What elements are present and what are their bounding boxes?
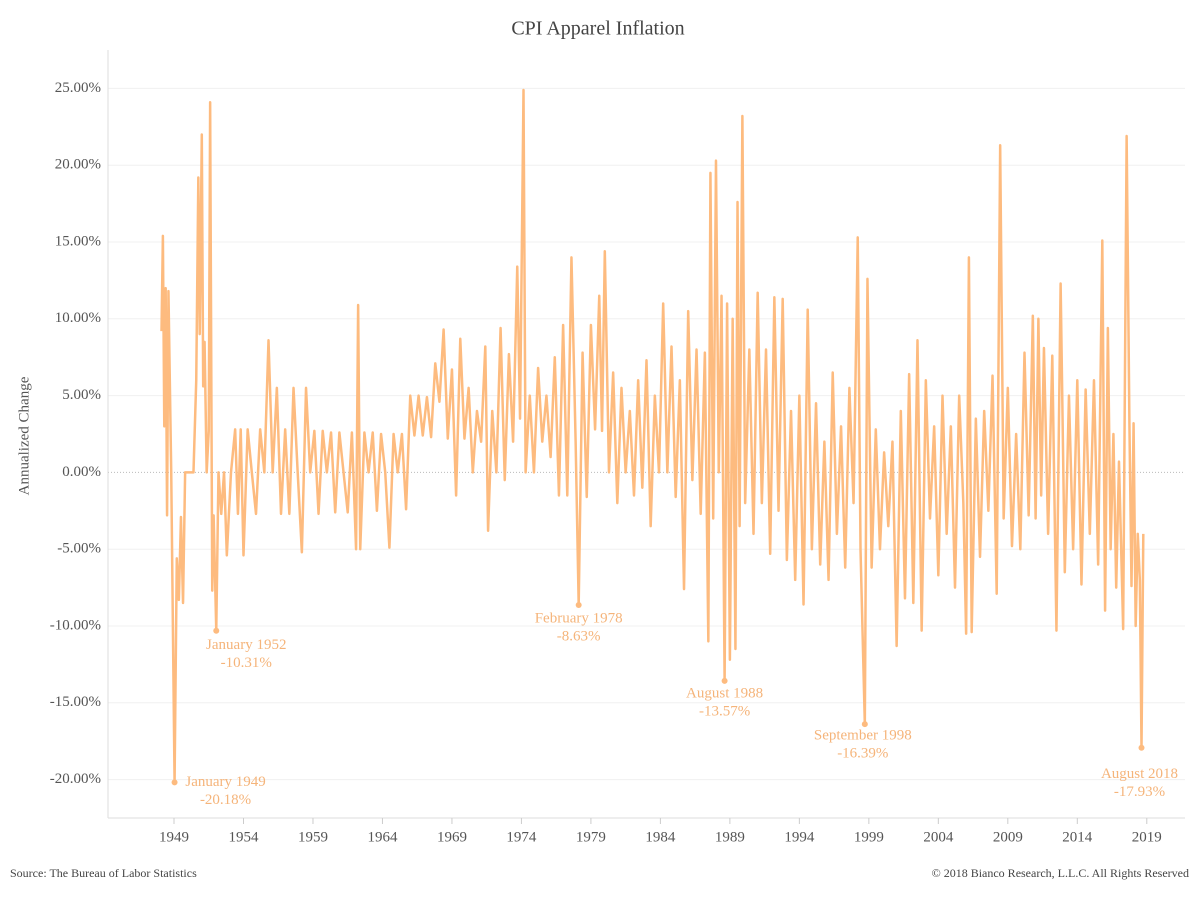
x-tick-label: 1974 bbox=[506, 829, 537, 845]
y-tick-label: -10.00% bbox=[50, 617, 101, 633]
y-tick-label: 10.00% bbox=[55, 310, 101, 326]
annotation-dot bbox=[1138, 744, 1145, 751]
y-tick-label: 25.00% bbox=[55, 80, 101, 96]
annotation-value: -8.63% bbox=[557, 628, 601, 644]
annotation-dot bbox=[861, 721, 868, 728]
copyright: © 2018 Bianco Research, L.L.C. All Right… bbox=[932, 866, 1189, 880]
x-tick-label: 1989 bbox=[715, 829, 745, 845]
x-tick-label: 1999 bbox=[854, 829, 884, 845]
annotation-dot bbox=[575, 601, 582, 608]
annotation-label: September 1998 bbox=[814, 728, 912, 744]
annotation-value: -16.39% bbox=[837, 746, 888, 762]
data-line bbox=[160, 88, 1145, 784]
x-tick-label: 2009 bbox=[993, 829, 1023, 845]
y-axis-label: Annualized Change bbox=[16, 376, 32, 495]
annotation-value: -13.57% bbox=[699, 703, 750, 719]
x-tick-label: 1959 bbox=[298, 829, 328, 845]
annotation-label: January 1952 bbox=[206, 637, 286, 653]
annotation-value: -17.93% bbox=[1114, 784, 1165, 800]
annotation-label: February 1978 bbox=[535, 610, 623, 626]
annotation-value: -20.18% bbox=[200, 792, 251, 808]
x-tick-label: 1994 bbox=[784, 829, 815, 845]
annotation-value: -10.31% bbox=[221, 655, 272, 671]
annotation-dot bbox=[213, 627, 220, 634]
source: Source: The Bureau of Labor Statistics bbox=[10, 866, 197, 880]
x-tick-label: 1949 bbox=[159, 829, 189, 845]
annotation-label: August 2018 bbox=[1101, 766, 1178, 782]
y-tick-label: -5.00% bbox=[57, 541, 101, 557]
x-tick-label: 1979 bbox=[576, 829, 606, 845]
y-tick-label: 20.00% bbox=[55, 157, 101, 173]
annotation-dot bbox=[171, 779, 178, 786]
x-tick-label: 2004 bbox=[923, 829, 954, 845]
y-tick-label: 0.00% bbox=[62, 464, 101, 480]
y-tick-label: -20.00% bbox=[50, 771, 101, 787]
x-tick-label: 2019 bbox=[1132, 829, 1162, 845]
x-tick-label: 1984 bbox=[645, 829, 676, 845]
y-tick-label: 5.00% bbox=[62, 387, 101, 403]
annotation-label: January 1949 bbox=[185, 774, 265, 790]
x-tick-label: 2014 bbox=[1062, 829, 1093, 845]
x-tick-label: 1969 bbox=[437, 829, 467, 845]
chart-title: CPI Apparel Inflation bbox=[511, 18, 684, 40]
y-tick-label: -15.00% bbox=[50, 694, 101, 710]
annotation-dot bbox=[721, 677, 728, 684]
x-tick-label: 1964 bbox=[367, 829, 398, 845]
x-tick-label: 1954 bbox=[228, 829, 259, 845]
annotation-label: August 1988 bbox=[686, 685, 763, 701]
y-tick-label: 15.00% bbox=[55, 233, 101, 249]
